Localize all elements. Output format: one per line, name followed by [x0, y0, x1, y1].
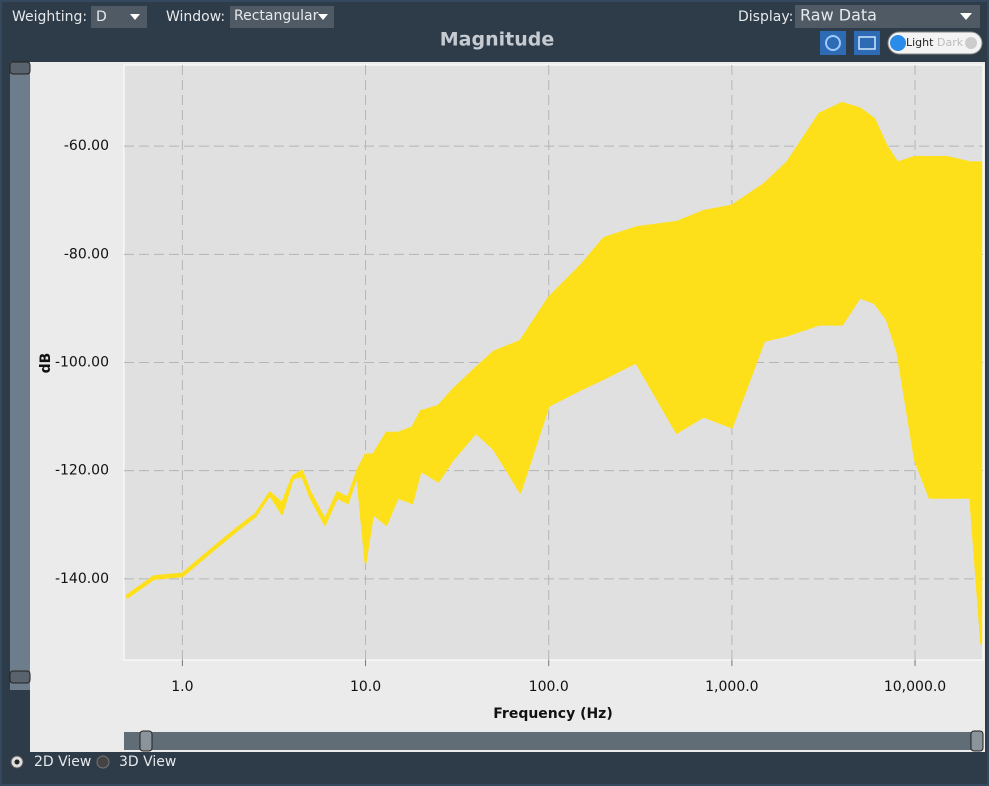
settings-button[interactable]	[820, 31, 846, 55]
y-tick-label: -120.00	[55, 463, 109, 479]
dropdown-arrow	[960, 13, 972, 20]
y-axis-label: dB	[38, 353, 54, 374]
view-option[interactable]: 3D View	[119, 754, 176, 770]
scroll-grip[interactable]	[9, 61, 31, 75]
display-label: Display:	[738, 9, 793, 25]
toggle-knob	[890, 35, 906, 51]
theme-dark: Dark	[937, 36, 964, 49]
x-tick-label: 1.0	[171, 679, 193, 695]
horizontal-scrollbar[interactable]	[124, 732, 983, 750]
dropdown-arrow	[130, 14, 140, 20]
window-label: Window:	[166, 9, 225, 25]
scroll-grip[interactable]	[970, 730, 984, 752]
weighting-label: Weighting:	[12, 9, 87, 25]
camera-button[interactable]	[854, 31, 880, 55]
scroll-grip[interactable]	[139, 730, 153, 752]
toggle-knob-off	[965, 37, 977, 49]
dropdown-arrow	[318, 14, 328, 20]
window-dropdown[interactable]	[230, 6, 334, 28]
radio[interactable]	[96, 755, 110, 769]
display-dropdown[interactable]	[795, 5, 980, 28]
y-tick-label: -140.00	[55, 571, 109, 587]
display-value: Raw Data	[800, 6, 877, 25]
vertical-scrollbar[interactable]	[10, 62, 30, 690]
window-value: Rectangular	[234, 8, 319, 24]
x-axis-label: Frequency (Hz)	[493, 706, 612, 722]
spectrum-band	[126, 101, 983, 645]
weighting-value: D	[96, 9, 107, 25]
view-option[interactable]: 2D View	[34, 754, 91, 770]
x-tick-label: 100.0	[529, 679, 569, 695]
x-tick-label: 10.0	[350, 679, 381, 695]
settings-icon	[825, 35, 841, 51]
chart-title: Magnitude	[440, 29, 554, 51]
y-tick-label: -60.00	[64, 138, 109, 154]
x-tick-label: 10,000.0	[884, 679, 946, 695]
radio-dot	[14, 759, 20, 765]
scroll-grip[interactable]	[9, 670, 31, 684]
camera-icon	[858, 36, 876, 50]
y-tick-label: -80.00	[64, 246, 109, 262]
theme-light: Light	[906, 36, 934, 49]
theme-toggle[interactable]	[887, 31, 983, 55]
weighting-dropdown[interactable]	[91, 6, 147, 28]
x-tick-label: 1,000.0	[705, 679, 758, 695]
y-tick-label: -100.00	[55, 355, 109, 371]
